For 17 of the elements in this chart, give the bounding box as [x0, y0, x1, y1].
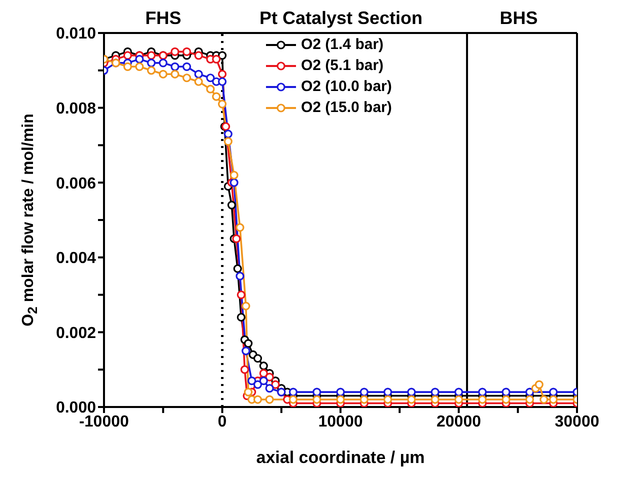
y-tick-label: 0.006 — [56, 175, 96, 192]
legend-label: O2 (1.4 bar) — [301, 35, 384, 55]
x-tick-label: 20000 — [436, 413, 482, 430]
y-tick-label: 0.008 — [56, 100, 96, 118]
x-tick-label: 0 — [218, 413, 227, 430]
x-tick-label: 10000 — [318, 413, 363, 430]
y-tick-label: 0.002 — [56, 324, 96, 342]
legend-label: O2 (15.0 bar) — [301, 98, 392, 118]
y-tick-label: 0.004 — [56, 250, 96, 268]
legend-label: O2 (10.0 bar) — [301, 77, 392, 97]
y-tick-label: 0.010 — [56, 26, 96, 43]
text: Pt Catalyst Section — [259, 8, 423, 29]
x-tick-label: 30000 — [554, 413, 600, 430]
x-axis-title: axial coordinate / µm — [256, 448, 425, 467]
text: BHS — [500, 8, 538, 29]
legend-label: O2 (5.1 bar) — [301, 56, 384, 76]
text: FHS — [145, 8, 182, 29]
